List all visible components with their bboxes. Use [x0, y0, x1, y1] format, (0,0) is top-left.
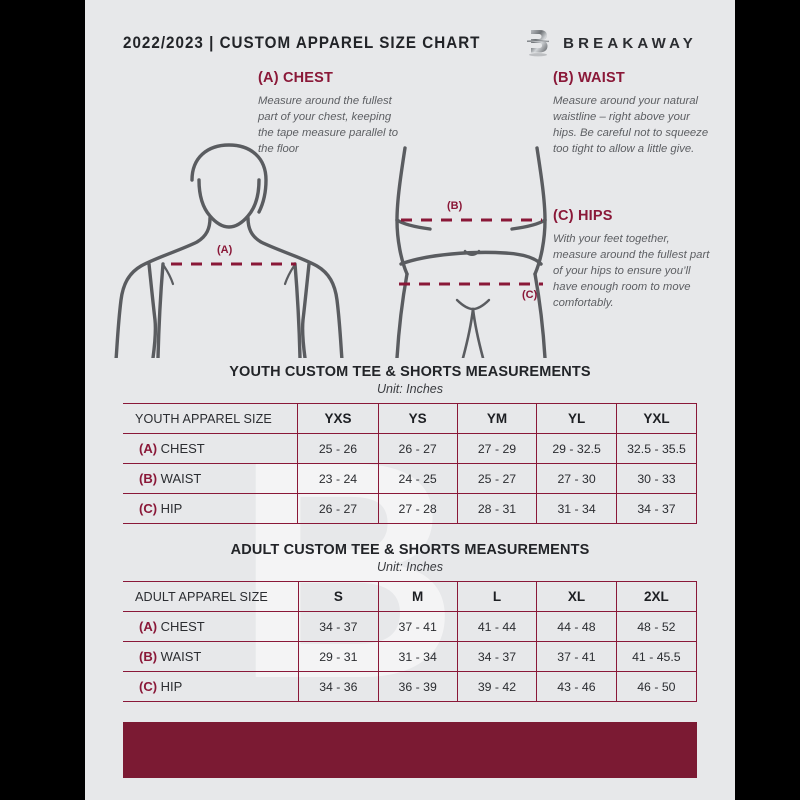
- youth-row-header: YOUTH APPAREL SIZE: [123, 403, 298, 434]
- page-content: 2022/2023 | CUSTOM APPAREL SIZE CHART: [85, 0, 735, 702]
- callout-waist: (B) WAIST Measure around your natural wa…: [553, 70, 711, 157]
- youth-cell-2-0: 26 - 27: [297, 493, 379, 524]
- youth-row-label-2: (C) HIP: [123, 493, 298, 524]
- adult-cell-2-0: 34 - 36: [298, 671, 379, 702]
- adult-cell-1-4: 41 - 45.5: [615, 641, 698, 672]
- callout-waist-heading: (B) WAIST: [553, 70, 625, 86]
- adult-cell-0-0: 34 - 37: [298, 611, 379, 642]
- size-chart-page: B 2022/2023 | CUSTOM APPAREL SIZE CHART: [85, 0, 735, 800]
- callout-chest-heading: (A) CHEST: [258, 70, 334, 86]
- adult-size-header-2: L: [456, 581, 537, 612]
- table-row: (A) CHEST 25 - 26 26 - 27 27 - 29 29 - 3…: [123, 433, 698, 464]
- youth-cell-1-2: 25 - 27: [456, 463, 537, 494]
- callout-waist-body: Measure around your natural waistline – …: [553, 95, 709, 156]
- adult-cell-0-3: 44 - 48: [536, 611, 617, 642]
- youth-cell-1-1: 24 - 25: [377, 463, 458, 494]
- adult-row-label-1: (B) WAIST: [123, 641, 299, 672]
- adult-size-header-1: M: [377, 581, 458, 612]
- youth-cell-2-4: 34 - 37: [615, 493, 698, 524]
- adult-row-header: ADULT APPAREL SIZE: [123, 581, 299, 612]
- youth-cell-1-3: 27 - 30: [536, 463, 617, 494]
- page-header: 2022/2023 | CUSTOM APPAREL SIZE CHART: [85, 0, 735, 58]
- adult-size-header-3: XL: [536, 581, 617, 612]
- adult-cell-1-1: 31 - 34: [377, 641, 458, 672]
- brand-name: BREAKAWAY: [563, 34, 697, 52]
- youth-table-title: YOUTH CUSTOM TEE & SHORTS MEASUREMENTS: [229, 364, 591, 380]
- adult-size-header-0: S: [298, 581, 379, 612]
- youth-cell-2-1: 27 - 28: [377, 493, 458, 524]
- youth-size-table: YOUTH APPAREL SIZE YXS YS YM YL YXL (A) …: [123, 403, 698, 524]
- youth-cell-0-2: 27 - 29: [456, 433, 537, 464]
- adult-table-unit: Unit: Inches: [376, 560, 443, 574]
- table-row: (B) WAIST 29 - 31 31 - 34 34 - 37 37 - 4…: [123, 641, 698, 672]
- adult-cell-1-0: 29 - 31: [298, 641, 379, 672]
- adult-cell-2-4: 46 - 50: [615, 671, 698, 702]
- callout-chest-body: Measure around the fullest part of your …: [258, 95, 399, 156]
- callout-hips-heading: (C) HIPS: [553, 208, 613, 224]
- adult-cell-1-3: 37 - 41: [536, 641, 617, 672]
- table-row: (C) HIP 34 - 36 36 - 39 39 - 42 43 - 46 …: [123, 671, 698, 702]
- callout-hips: (C) HIPS With your feet together, measur…: [553, 208, 711, 311]
- adult-cell-1-2: 34 - 37: [456, 641, 537, 672]
- youth-cell-0-4: 32.5 - 35.5: [615, 433, 698, 464]
- callout-hips-body: With your feet together, measure around …: [553, 233, 710, 310]
- table-header-row: YOUTH APPAREL SIZE YXS YS YM YL YXL: [123, 403, 698, 434]
- adult-cell-0-4: 48 - 52: [615, 611, 698, 642]
- youth-row-label-1: (B) WAIST: [123, 463, 298, 494]
- adult-cell-2-3: 43 - 46: [536, 671, 617, 702]
- youth-cell-2-2: 28 - 31: [456, 493, 537, 524]
- adult-cell-2-1: 36 - 39: [377, 671, 458, 702]
- hip-marker-label: (C): [522, 289, 538, 301]
- table-row: (A) CHEST 34 - 37 37 - 41 41 - 44 44 - 4…: [123, 611, 698, 642]
- breakaway-b-monogram-icon: [527, 30, 550, 57]
- youth-cell-2-3: 31 - 34: [536, 493, 617, 524]
- youth-cell-1-4: 30 - 33: [615, 463, 698, 494]
- adult-row-label-2: (C) HIP: [123, 671, 299, 702]
- youth-size-header-2: YM: [456, 403, 537, 434]
- youth-size-header-3: YL: [536, 403, 617, 434]
- youth-size-header-1: YS: [377, 403, 458, 434]
- youth-cell-0-3: 29 - 32.5: [536, 433, 617, 464]
- body-figures: [114, 143, 547, 358]
- chest-marker-label: (A): [217, 244, 233, 256]
- adult-size-table: ADULT APPAREL SIZE S M L XL 2XL (A) CHES…: [123, 581, 698, 702]
- youth-cell-0-0: 25 - 26: [297, 433, 379, 464]
- youth-table-block: YOUTH CUSTOM TEE & SHORTS MEASUREMENTS U…: [85, 364, 735, 524]
- youth-cell-1-0: 23 - 24: [297, 463, 379, 494]
- table-row: (B) WAIST 23 - 24 24 - 25 25 - 27 27 - 3…: [123, 463, 698, 494]
- youth-size-header-0: YXS: [297, 403, 379, 434]
- youth-size-header-4: YXL: [615, 403, 698, 434]
- measurement-illustration: (A) (B) (C) (A) CHEST Measure around the…: [85, 68, 735, 358]
- youth-cell-0-1: 26 - 27: [377, 433, 458, 464]
- adult-row-label-0: (A) CHEST: [123, 611, 299, 642]
- adult-cell-2-2: 39 - 42: [456, 671, 537, 702]
- brand-lockup: BREAKAWAY: [525, 28, 697, 58]
- adult-table-block: ADULT CUSTOM TEE & SHORTS MEASUREMENTS U…: [85, 542, 735, 702]
- table-row: (C) HIP 26 - 27 27 - 28 28 - 31 31 - 34 …: [123, 493, 698, 524]
- youth-table-unit: Unit: Inches: [376, 382, 443, 396]
- table-header-row: ADULT APPAREL SIZE S M L XL 2XL: [123, 581, 698, 612]
- adult-table-title: ADULT CUSTOM TEE & SHORTS MEASUREMENTS: [230, 542, 590, 558]
- youth-row-label-0: (A) CHEST: [123, 433, 298, 464]
- callout-chest: (A) CHEST Measure around the fullest par…: [258, 70, 408, 157]
- adult-cell-0-2: 41 - 44: [456, 611, 537, 642]
- footer-accent-bar: [123, 722, 697, 778]
- adult-cell-0-1: 37 - 41: [377, 611, 458, 642]
- page-title: 2022/2023 | CUSTOM APPAREL SIZE CHART: [123, 33, 481, 52]
- adult-size-header-4: 2XL: [615, 581, 698, 612]
- waist-marker-label: (B): [447, 200, 463, 212]
